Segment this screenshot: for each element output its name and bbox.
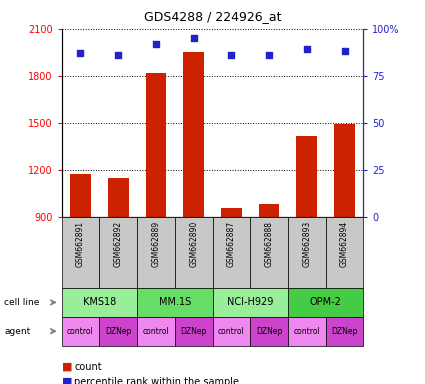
- Text: ■: ■: [62, 362, 72, 372]
- Text: percentile rank within the sample: percentile rank within the sample: [74, 377, 239, 384]
- Bar: [326, 217, 363, 288]
- Text: control: control: [218, 327, 245, 336]
- Text: control: control: [142, 327, 169, 336]
- Point: [266, 52, 272, 58]
- Text: DZNep: DZNep: [105, 327, 131, 336]
- Text: GSM662892: GSM662892: [114, 220, 123, 266]
- Text: DZNep: DZNep: [181, 327, 207, 336]
- Bar: [250, 317, 288, 346]
- Text: GSM662891: GSM662891: [76, 220, 85, 266]
- Text: DZNep: DZNep: [256, 327, 282, 336]
- Text: MM.1S: MM.1S: [159, 297, 191, 308]
- Bar: [250, 217, 288, 288]
- Point: [341, 48, 348, 55]
- Text: OPM-2: OPM-2: [310, 297, 342, 308]
- Bar: [62, 217, 99, 288]
- Text: DZNep: DZNep: [332, 327, 358, 336]
- Bar: [221, 208, 242, 358]
- Bar: [212, 317, 250, 346]
- Bar: [137, 288, 212, 317]
- Text: GSM662893: GSM662893: [302, 220, 311, 267]
- Bar: [212, 288, 288, 317]
- Point: [153, 41, 159, 47]
- Point: [190, 35, 197, 41]
- Bar: [145, 73, 166, 358]
- Point: [228, 52, 235, 58]
- Text: agent: agent: [4, 327, 31, 336]
- Point: [303, 46, 310, 53]
- Text: count: count: [74, 362, 102, 372]
- Bar: [296, 136, 317, 358]
- Bar: [62, 288, 137, 317]
- Bar: [108, 178, 129, 358]
- Bar: [288, 217, 326, 288]
- Text: GSM662887: GSM662887: [227, 220, 236, 266]
- Text: GSM662889: GSM662889: [151, 220, 160, 266]
- Bar: [62, 317, 99, 346]
- Point: [77, 50, 84, 56]
- Text: control: control: [293, 327, 320, 336]
- Text: GSM662890: GSM662890: [189, 220, 198, 267]
- Bar: [212, 217, 250, 288]
- Bar: [288, 288, 363, 317]
- Bar: [137, 317, 175, 346]
- Bar: [259, 204, 280, 358]
- Bar: [175, 217, 212, 288]
- Text: GDS4288 / 224926_at: GDS4288 / 224926_at: [144, 10, 281, 23]
- Bar: [326, 317, 363, 346]
- Bar: [70, 174, 91, 358]
- Text: cell line: cell line: [4, 298, 40, 307]
- Bar: [183, 52, 204, 358]
- Text: NCI-H929: NCI-H929: [227, 297, 273, 308]
- Text: GSM662888: GSM662888: [265, 220, 274, 266]
- Text: GSM662894: GSM662894: [340, 220, 349, 267]
- Bar: [334, 124, 355, 358]
- Text: ■: ■: [62, 377, 72, 384]
- Bar: [137, 217, 175, 288]
- Bar: [99, 217, 137, 288]
- Bar: [288, 317, 326, 346]
- Text: control: control: [67, 327, 94, 336]
- Bar: [99, 317, 137, 346]
- Bar: [175, 317, 212, 346]
- Text: KMS18: KMS18: [83, 297, 116, 308]
- Point: [115, 52, 122, 58]
